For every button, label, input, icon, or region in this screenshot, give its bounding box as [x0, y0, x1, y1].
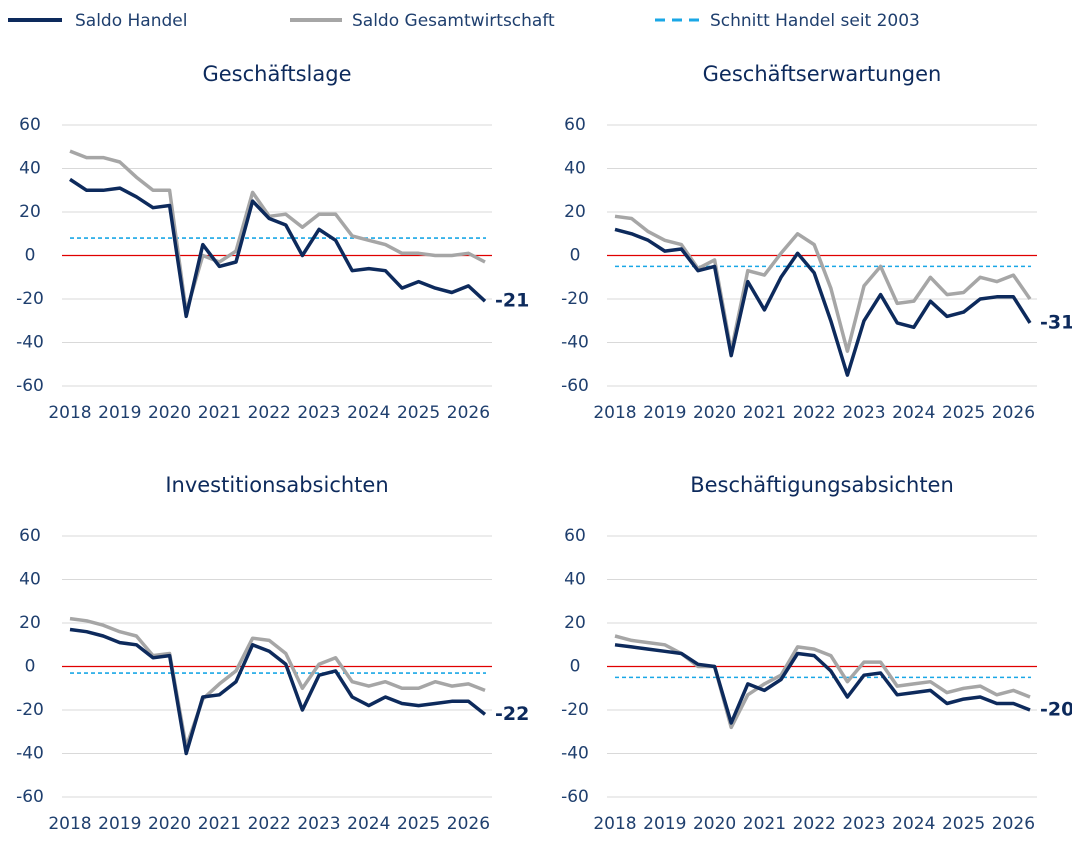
- x-tick-label: 2021: [743, 403, 786, 423]
- x-tick-label: 2018: [593, 403, 636, 423]
- x-tick-label: 2018: [593, 814, 636, 834]
- x-tick-label: 2025: [397, 403, 440, 423]
- y-tick-label: -20: [16, 289, 44, 309]
- x-tick-label: 2025: [942, 814, 985, 834]
- series-line: [69, 149, 486, 314]
- series-line: [69, 616, 486, 749]
- x-tick-label: 2020: [693, 814, 736, 834]
- y-tick-label: -60: [16, 787, 44, 807]
- series-line: [614, 227, 1032, 377]
- y-tick-label: 20: [19, 613, 41, 633]
- series-line: [69, 177, 487, 319]
- x-tick-label: 2022: [248, 403, 291, 423]
- x-tick-label: 2026: [447, 403, 490, 423]
- x-tick-label: 2021: [198, 814, 241, 834]
- x-tick-label: 2026: [447, 814, 490, 834]
- x-tick-label: 2019: [98, 403, 141, 423]
- chart-title: Beschäftigungsabsichten: [690, 473, 954, 497]
- y-tick-label: 60: [564, 115, 586, 135]
- series-line: [614, 634, 1031, 730]
- y-tick-label: -60: [16, 376, 44, 396]
- y-tick-label: 0: [570, 246, 581, 266]
- y-tick-label: 40: [564, 570, 586, 590]
- x-tick-label: 2024: [892, 403, 935, 423]
- chart-title: Geschäftslage: [202, 62, 351, 86]
- x-tick-label: 2022: [793, 814, 836, 834]
- x-tick-label: 2025: [397, 814, 440, 834]
- x-tick-label: 2026: [992, 403, 1035, 423]
- x-tick-label: 2023: [297, 814, 340, 834]
- x-tick-label: 2021: [743, 814, 786, 834]
- end-label: -21: [495, 290, 529, 312]
- x-tick-label: 2019: [98, 814, 141, 834]
- end-label: -22: [495, 703, 529, 725]
- legend-label: Saldo Gesamtwirtschaft: [352, 11, 555, 31]
- y-tick-label: 20: [564, 202, 586, 222]
- end-label: -20: [1040, 699, 1072, 721]
- y-tick-label: -20: [16, 700, 44, 720]
- y-tick-label: 40: [564, 159, 586, 179]
- x-tick-label: 2021: [198, 403, 241, 423]
- y-tick-label: 0: [25, 657, 36, 677]
- x-tick-label: 2024: [892, 814, 935, 834]
- x-tick-label: 2020: [148, 814, 191, 834]
- y-tick-label: 20: [19, 202, 41, 222]
- x-tick-label: 2024: [347, 814, 390, 834]
- y-tick-label: -40: [561, 333, 589, 353]
- y-tick-label: 60: [19, 115, 41, 135]
- y-tick-label: 60: [19, 526, 41, 546]
- series-line: [614, 214, 1032, 353]
- y-tick-label: 0: [25, 246, 36, 266]
- x-tick-label: 2023: [297, 403, 340, 423]
- y-tick-label: 40: [19, 570, 41, 590]
- x-tick-label: 2020: [693, 403, 736, 423]
- x-tick-label: 2022: [793, 403, 836, 423]
- x-tick-label: 2022: [248, 814, 291, 834]
- legend-label: Schnitt Handel seit 2003: [710, 11, 920, 31]
- x-tick-label: 2024: [347, 403, 390, 423]
- y-tick-label: 20: [564, 613, 586, 633]
- legend-label: Saldo Handel: [75, 11, 187, 31]
- x-tick-label: 2025: [942, 403, 985, 423]
- series-line: [69, 627, 487, 756]
- y-tick-label: -20: [561, 289, 589, 309]
- x-tick-label: 2019: [643, 814, 686, 834]
- y-tick-label: 40: [19, 159, 41, 179]
- y-tick-label: 0: [570, 657, 581, 677]
- y-tick-label: -60: [561, 376, 589, 396]
- x-tick-label: 2018: [48, 814, 91, 834]
- chart-title: Geschäftserwartungen: [703, 62, 942, 86]
- x-tick-label: 2023: [842, 403, 885, 423]
- y-tick-label: -40: [16, 744, 44, 764]
- end-label: -31: [1040, 311, 1072, 333]
- x-tick-label: 2018: [48, 403, 91, 423]
- x-tick-label: 2023: [842, 814, 885, 834]
- x-tick-label: 2026: [992, 814, 1035, 834]
- y-tick-label: -40: [16, 333, 44, 353]
- chart-title: Investitionsabsichten: [165, 473, 388, 497]
- y-tick-label: -40: [561, 744, 589, 764]
- x-tick-label: 2019: [643, 403, 686, 423]
- y-tick-label: -20: [561, 700, 589, 720]
- y-tick-label: 60: [564, 526, 586, 546]
- series-line: [614, 643, 1031, 725]
- y-tick-label: -60: [561, 787, 589, 807]
- x-tick-label: 2020: [148, 403, 191, 423]
